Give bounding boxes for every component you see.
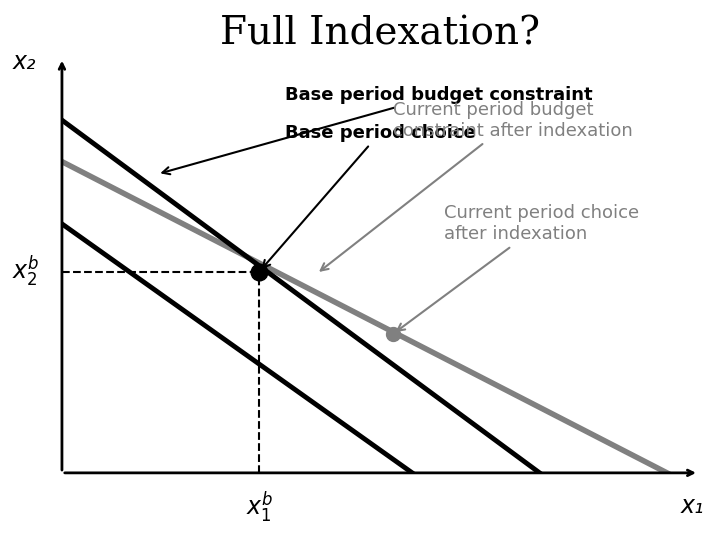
Title: Full Indexation?: Full Indexation? [220, 15, 541, 52]
Text: Base period choice: Base period choice [263, 124, 476, 268]
Text: Base period budget constraint: Base period budget constraint [163, 86, 593, 174]
Text: x₂: x₂ [13, 50, 37, 74]
Text: Current period budget
constraint after indexation: Current period budget constraint after i… [320, 101, 633, 271]
Text: $x_2^b$: $x_2^b$ [12, 254, 40, 289]
Text: $x_1^b$: $x_1^b$ [246, 489, 273, 525]
Text: x₁: x₁ [680, 494, 704, 518]
Text: Current period choice
after indexation: Current period choice after indexation [397, 205, 639, 331]
